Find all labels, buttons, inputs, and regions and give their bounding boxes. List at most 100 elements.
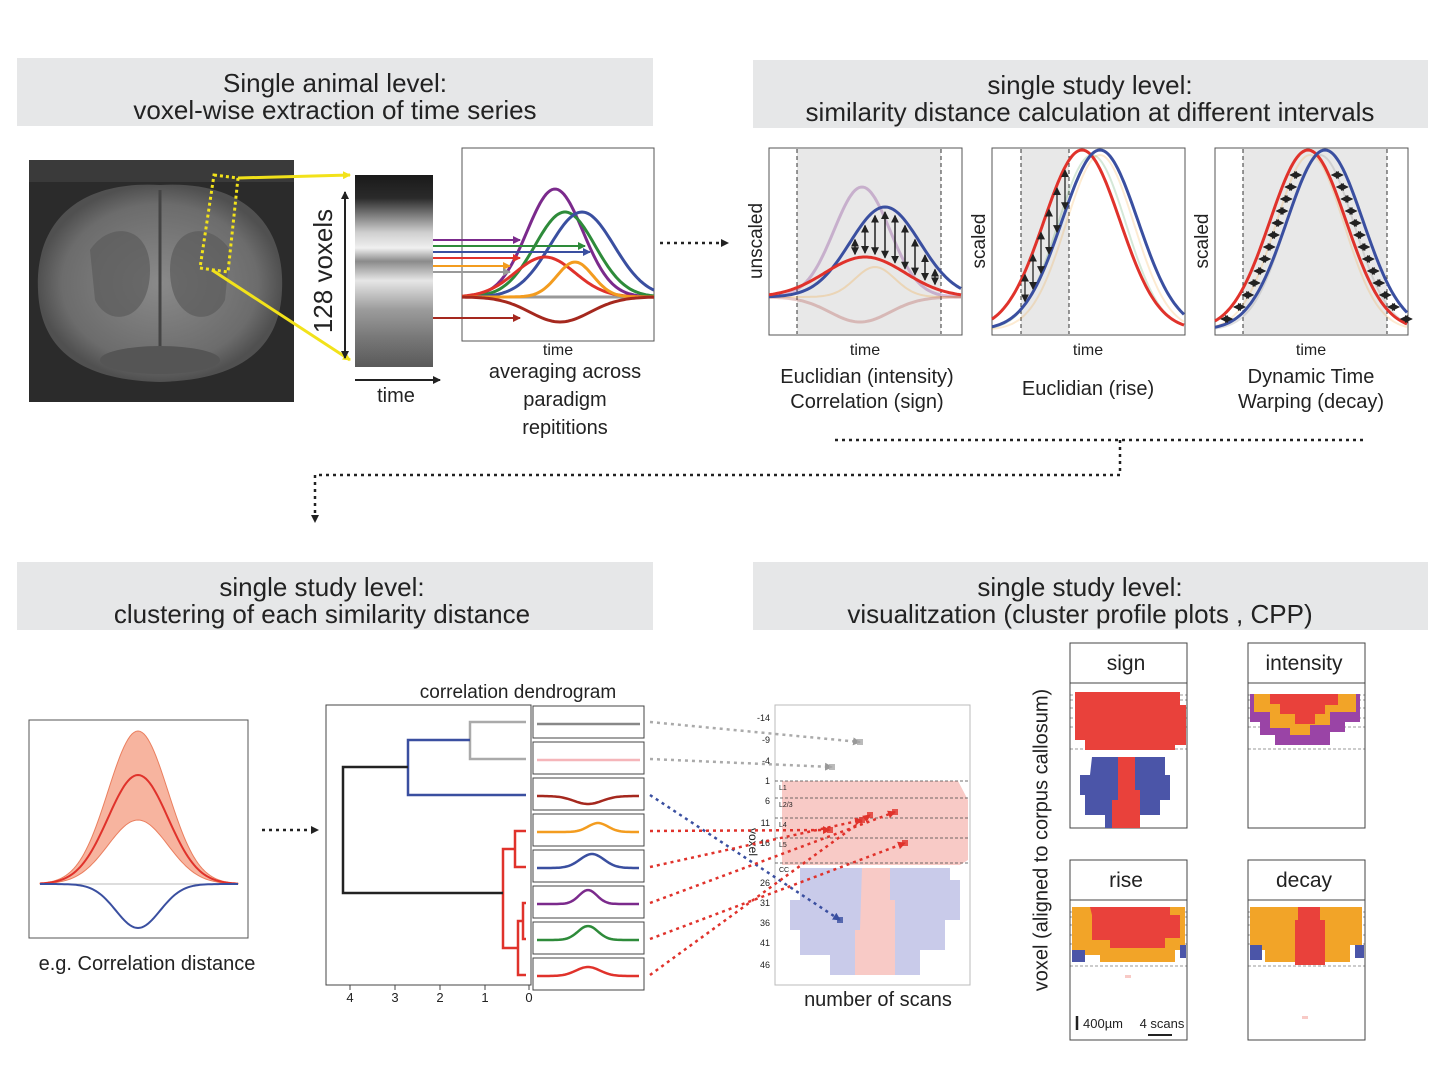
label: e.g. Correlation distance [39,953,256,975]
curve [40,883,238,930]
label: 3 [391,990,398,1005]
curve [462,260,654,299]
label: clustering of each similarity distance [114,599,530,629]
curve [537,888,639,906]
label: Warping (decay) [1238,391,1384,413]
line [649,826,831,835]
label: averaging across [489,361,641,383]
leaf-box [532,705,645,739]
connector [315,438,1365,522]
profile-sign-positive [782,781,968,865]
label: L5 [779,842,787,849]
label: 16 [760,838,770,848]
curve [769,205,962,299]
label: 1 [765,776,770,786]
label: rise [1109,869,1143,892]
label: similarity distance calculation at diffe… [806,97,1375,127]
curve [768,255,962,297]
cpp-dot [1302,1016,1308,1019]
label: correlation dendrogram [420,682,616,703]
label: -14 [757,713,770,723]
curve [462,210,655,299]
leaf-box [532,741,645,775]
line [649,720,861,746]
line [237,171,351,180]
label: 1 [481,990,488,1005]
line [211,268,351,362]
label: L2/3 [779,802,793,809]
label: single study level: [987,70,1192,100]
label: repititions [522,417,608,439]
label: paradigm [523,389,606,411]
leaf-box [532,957,645,991]
label: 128 voxels [308,209,338,333]
profile-point [892,809,898,815]
label: 26 [760,878,770,888]
label: 11 [761,818,770,828]
curve [537,852,639,870]
cpp-red [1295,907,1325,965]
label: CC [779,867,789,874]
label: intensity [1265,652,1343,675]
cpp-red [1090,907,1180,948]
label: Single animal level: [223,68,447,98]
curve [991,153,1185,330]
dendrogram-branch [501,829,526,977]
label: -4 [762,756,770,766]
profile-point [867,812,873,818]
label: time [1073,342,1103,359]
cpp-dot [1125,975,1131,978]
label: 2 [436,990,443,1005]
label: L4 [779,822,787,829]
label: Correlation (sign) [790,391,943,413]
label: unscaled [746,203,767,279]
cpp-red [1270,694,1338,724]
line [649,817,863,869]
line [649,813,871,977]
label: number of scans [804,989,952,1011]
label: voxel (aligned to corpus callosum) [1030,689,1052,991]
label: time [850,342,880,359]
plot-frame [325,704,532,986]
label: 46 [760,960,770,970]
label: 31 [760,898,770,908]
label: time [543,342,573,359]
curve [769,265,961,298]
label: Euclidian (intensity) [780,366,953,388]
label: 4 scans [1140,1016,1185,1031]
label: 0 [525,990,532,1005]
curve [39,773,239,885]
label: Euclidian (rise) [1022,378,1154,400]
curve [462,295,654,324]
label: 36 [760,918,770,928]
profile-point [827,827,833,833]
header-box [753,562,1428,630]
brain-structure [100,346,220,374]
label: 4 [346,990,353,1005]
curve [537,965,639,978]
leaf-box [532,813,645,847]
label: 6 [765,796,770,806]
label: sign [1107,652,1146,675]
curve [537,821,639,834]
curve [991,148,1186,329]
cpp-orange [1254,694,1356,735]
curve [537,924,639,942]
label: time [377,385,415,407]
cpp-blue [1072,945,1186,962]
label: visualitzation (cluster profile plots , … [847,599,1312,629]
profile-center [855,868,895,975]
brain-structure [170,231,230,317]
label: L1 [779,785,787,792]
interval-shade [1243,149,1387,334]
curve [769,295,961,324]
voxel-strip [355,175,433,367]
line [649,793,841,922]
label: single study level: [977,572,1182,602]
label: 400µm [1083,1016,1123,1031]
profile-point [902,840,908,846]
label: voxel-wise extraction of time series [133,95,536,125]
label: time [1296,342,1326,359]
label: -9 [762,735,770,745]
label: Dynamic Time [1248,366,1375,388]
